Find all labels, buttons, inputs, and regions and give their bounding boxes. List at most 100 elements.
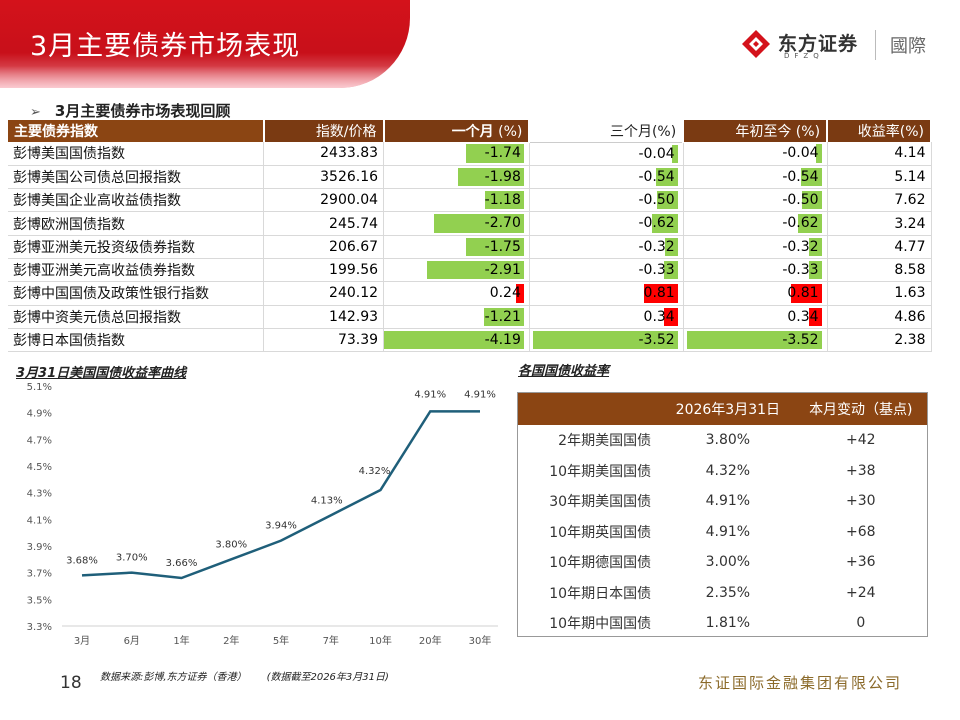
return-value: -0.04: [782, 145, 819, 161]
x-tick-label: 3月: [74, 635, 90, 647]
index-name: 彭博亚洲美元高收益债券指数: [8, 258, 265, 283]
return-value: -0.50: [638, 192, 675, 209]
index-price: 2900.04: [263, 188, 385, 213]
table-row: 彭博美国公司债总回报指数 3526.16 -1.98 -0.54 -0.54 5.14: [8, 165, 932, 190]
section-title-text: 3月主要债券市场表现回顾: [54, 102, 231, 120]
index-yield: 8.58: [827, 258, 932, 283]
return-cell-m1: -4.19: [383, 328, 530, 353]
return-cell-m1: -1.75: [383, 235, 530, 259]
return-bar: [384, 330, 524, 350]
header-index: 主要债券指数: [8, 120, 265, 142]
table-row: 彭博美国企业高收益债指数 2900.04 -1.18 -0.50 -0.50 7.62: [8, 188, 932, 213]
x-tick-label: 5年: [273, 634, 289, 647]
return-value: -0.54: [782, 168, 819, 185]
bond-name: 10年期英国国债: [549, 524, 652, 541]
return-value: -1.21: [484, 308, 521, 325]
return-bar: [644, 284, 678, 303]
title-banner: 3月主要债券市场表现: [0, 0, 410, 88]
yield-row: 2年期美国国债 3.80% +42: [518, 425, 927, 456]
yield-row: 10年期日本国债 2.35% +24: [518, 578, 927, 609]
return-cell-m3: -0.54: [529, 165, 684, 190]
table-row: 彭博中资美元债总回报指数 142.93 -1.21 0.34 0.34 4.86: [8, 305, 932, 329]
x-tick-label: 20年: [419, 634, 442, 647]
data-label: 3.80%: [215, 539, 247, 550]
date-note: (数据截至2026年3月31日): [266, 672, 389, 683]
yield-table: 2026年3月31日 本月变动（基点) 2年期美国国债 3.80% +42 10年期美…: [518, 393, 927, 639]
return-value: -0.32: [638, 238, 675, 255]
source-note: 数据来源:彭博,东方证券（香港） (数据截至2026年3月31日): [100, 668, 389, 683]
y-tick-label: 3.9%: [27, 542, 52, 553]
y-tick-label: 4.1%: [27, 515, 52, 526]
index-yield: 4.14: [827, 142, 932, 166]
yield-header-row: 2026年3月31日 本月变动（基点): [518, 393, 927, 425]
return-bar: [655, 167, 678, 187]
bond-change: 0: [856, 615, 866, 632]
data-label: 4.13%: [311, 495, 343, 506]
y-tick-label: 4.7%: [27, 435, 52, 446]
return-cell-m3: -0.04: [529, 142, 684, 166]
return-value: -1.74: [484, 145, 521, 161]
return-cell-m1: -1.74: [383, 142, 530, 166]
return-bar: [465, 144, 524, 163]
return-cell-m1: -2.91: [383, 258, 530, 283]
index-price: 3526.16: [263, 165, 385, 190]
return-bar: [808, 307, 822, 326]
index-yield: 5.14: [827, 165, 932, 190]
return-bar: [664, 237, 678, 256]
data-label: 3.66%: [166, 558, 198, 569]
return-cell-m3: -0.32: [529, 235, 684, 259]
y-tick-label: 3.5%: [27, 595, 52, 606]
index-price: 73.39: [263, 328, 385, 353]
return-cell-ytd: -0.54: [683, 165, 828, 190]
y-tick-label: 5.1%: [27, 382, 52, 393]
yield-table-title: 各国国债收益率: [518, 364, 610, 379]
bond-yield: 3.80%: [705, 432, 751, 449]
bond-change: +42: [846, 432, 876, 449]
banner-glow: [0, 66, 410, 88]
index-price: 206.67: [263, 235, 385, 259]
return-cell-ytd: -3.52: [683, 328, 828, 353]
yield-curve-chart: 5.1% 4.9% 4.7% 4.5% 4.3% 4.1% 3.9% 3.7% 3.5% 3.3%…: [27, 382, 498, 647]
return-bar: [426, 260, 524, 280]
return-cell-ytd: -0.62: [683, 211, 828, 236]
y-tick-label: 4.9%: [27, 409, 52, 420]
yield-row: 30年期美国国债 4.91% +30: [518, 486, 927, 517]
yield-row: 10年期英国国债 4.91% +68: [518, 517, 927, 548]
return-bar: [483, 307, 524, 326]
bond-change: +68: [846, 523, 876, 540]
bond-name: 10年期德国国债: [549, 555, 652, 572]
header-1m-label: 一个月: [451, 124, 494, 140]
y-tick-label: 4.3%: [27, 489, 52, 500]
x-tick-label: 6月: [124, 635, 140, 647]
return-cell-ytd: -0.33: [683, 258, 828, 283]
return-value: 0.24: [489, 285, 521, 302]
return-value: 0.34: [787, 308, 819, 325]
data-label: 4.91%: [464, 389, 496, 400]
bond-yield: 2.35%: [705, 584, 751, 601]
return-cell-ytd: -0.32: [683, 235, 828, 259]
index-price: 2433.83: [263, 142, 385, 166]
index-yield: 4.86: [827, 305, 932, 329]
index-yield: 1.63: [827, 281, 932, 306]
return-bar: [797, 214, 822, 233]
y-tick-label: 3.7%: [27, 569, 52, 580]
y-tick-label: 4.5%: [27, 462, 52, 473]
return-value: 0.81: [643, 285, 675, 302]
bond-name: 10年期美国国债: [549, 463, 652, 480]
return-cell-ytd: 0.81: [683, 281, 828, 306]
return-bar: [815, 144, 822, 163]
source-text: 数据来源:彭博,东方证券（香港）: [100, 672, 247, 683]
return-bar: [663, 307, 678, 326]
index-name: 彭博美国国债指数: [8, 142, 265, 166]
logo-divider: [875, 30, 876, 60]
chart-title: 3月31日美国国债收益率曲线: [16, 366, 187, 381]
return-value: 0.81: [787, 285, 819, 302]
yield-header-date: 2026年3月31日: [661, 393, 795, 425]
bond-change: +38: [846, 462, 876, 479]
return-value: -2.70: [484, 215, 521, 232]
index-yield: 7.62: [827, 188, 932, 213]
index-price: 199.56: [263, 258, 385, 283]
data-label: 4.32%: [359, 466, 391, 477]
return-cell-m1: -1.21: [383, 305, 530, 329]
bond-name: 10年期日本国债: [549, 585, 652, 602]
